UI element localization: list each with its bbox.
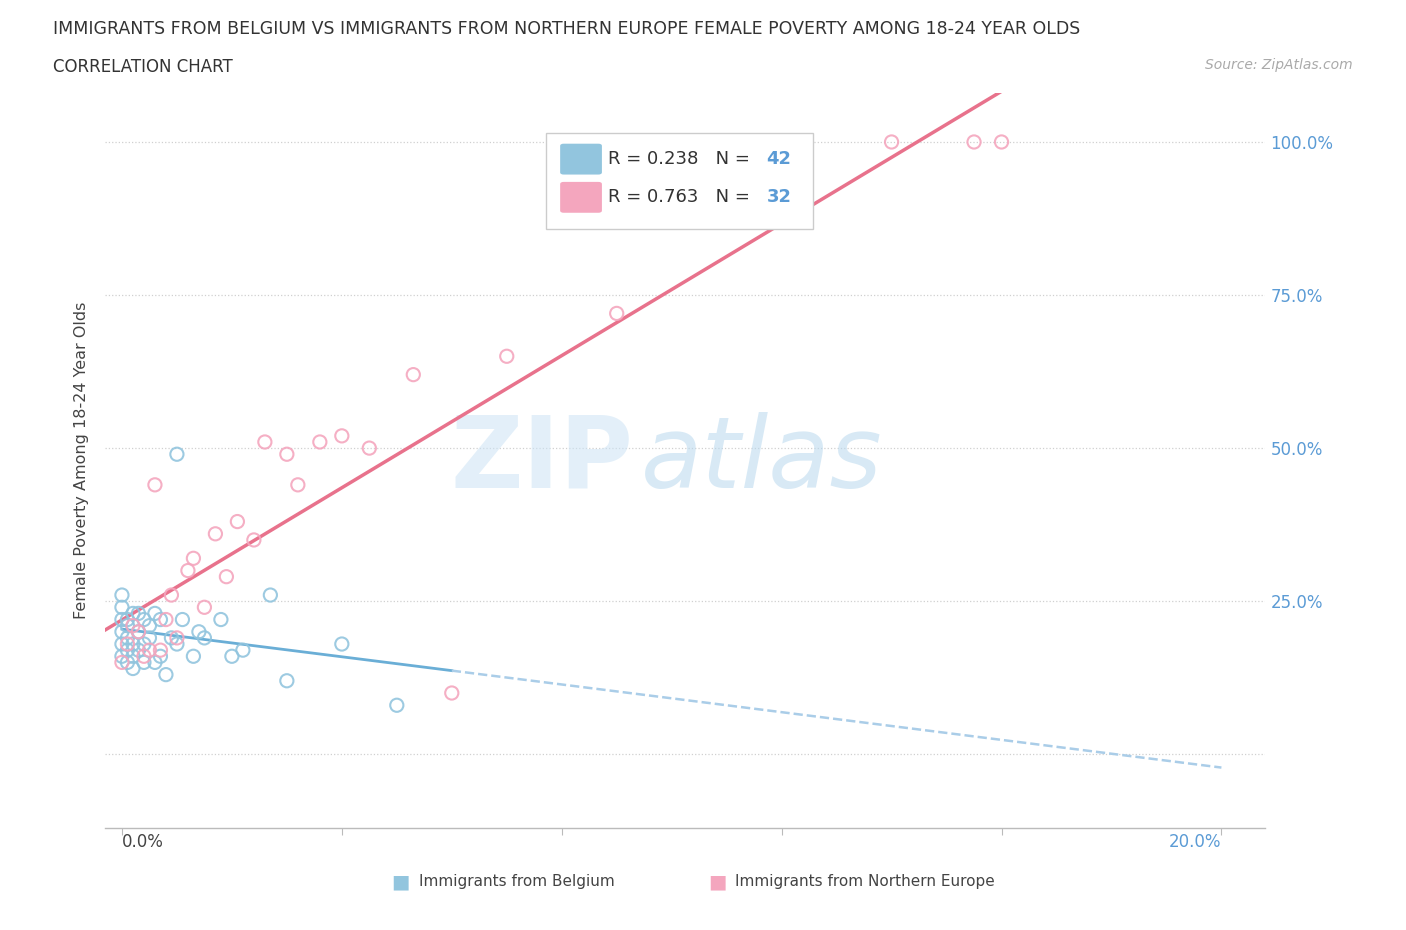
Point [149,643,172,658]
Text: IMMIGRANTS FROM BELGIUM VS IMMIGRANTS FROM NORTHERN EUROPE FEMALE POVERTY AMONG : IMMIGRANTS FROM BELGIUM VS IMMIGRANTS FR… [53,20,1081,38]
Point [127,624,149,639]
Text: ZIP: ZIP [450,412,633,509]
Text: R = 0.763   N =: R = 0.763 N = [607,189,755,206]
Point [226,514,249,529]
Point [149,649,172,664]
Text: Immigrants from Northern Europe: Immigrants from Northern Europe [735,874,995,889]
Point [111,655,134,670]
Point [495,349,517,364]
Point [221,649,243,664]
Point [155,667,177,682]
Text: R = 0.238   N =: R = 0.238 N = [607,150,755,168]
Point [193,631,215,645]
Point [308,434,330,449]
Point [122,618,145,633]
FancyBboxPatch shape [546,133,813,229]
Text: ■: ■ [391,872,411,891]
Point [963,135,986,150]
Text: 0.0%: 0.0% [122,832,165,851]
Point [440,685,463,700]
Point [143,606,166,621]
Text: 42: 42 [766,150,792,168]
Point [166,637,188,652]
Point [716,153,738,167]
Point [117,637,139,652]
Point [276,446,298,461]
Point [138,643,160,658]
FancyBboxPatch shape [560,144,602,175]
Point [117,643,139,658]
Point [183,551,205,565]
Point [385,698,408,712]
Point [330,429,353,444]
Text: ■: ■ [707,872,727,891]
Point [132,655,155,670]
Point [606,306,628,321]
Text: CORRELATION CHART: CORRELATION CHART [53,58,233,75]
Point [160,588,183,603]
Text: atlas: atlas [641,412,883,509]
Point [122,649,145,664]
Point [209,612,232,627]
Point [122,661,145,676]
Point [149,612,172,627]
FancyBboxPatch shape [560,182,602,213]
Point [172,612,194,627]
Point [232,643,254,658]
Point [138,631,160,645]
Point [143,477,166,492]
Point [111,588,134,603]
Point [127,606,149,621]
Point [253,434,276,449]
Point [166,446,188,461]
Point [132,649,155,664]
Point [177,564,200,578]
Point [111,600,134,615]
Point [215,569,238,584]
Point [402,367,425,382]
Point [880,135,903,150]
Point [132,612,155,627]
Point [117,631,139,645]
Point [122,606,145,621]
Point [132,637,155,652]
Point [155,612,177,627]
Text: 20.0%: 20.0% [1168,832,1222,851]
Point [111,612,134,627]
Point [204,526,226,541]
Point [143,655,166,670]
Point [243,533,266,548]
Point [111,637,134,652]
Point [287,477,309,492]
Y-axis label: Female Poverty Among 18-24 Year Olds: Female Poverty Among 18-24 Year Olds [73,301,89,619]
Point [166,631,188,645]
Point [117,655,139,670]
Point [990,135,1012,150]
Point [138,618,160,633]
Point [111,624,134,639]
Text: Immigrants from Belgium: Immigrants from Belgium [419,874,614,889]
Point [187,624,209,639]
Point [117,618,139,633]
Point [127,624,149,639]
Point [276,673,298,688]
Text: 32: 32 [766,189,792,206]
Text: Source: ZipAtlas.com: Source: ZipAtlas.com [1205,58,1353,72]
Point [111,649,134,664]
Point [127,643,149,658]
Point [330,637,353,652]
Point [122,637,145,652]
Point [160,631,183,645]
Point [117,612,139,627]
Point [183,649,205,664]
Point [259,588,281,603]
Point [359,441,381,456]
Point [193,600,215,615]
